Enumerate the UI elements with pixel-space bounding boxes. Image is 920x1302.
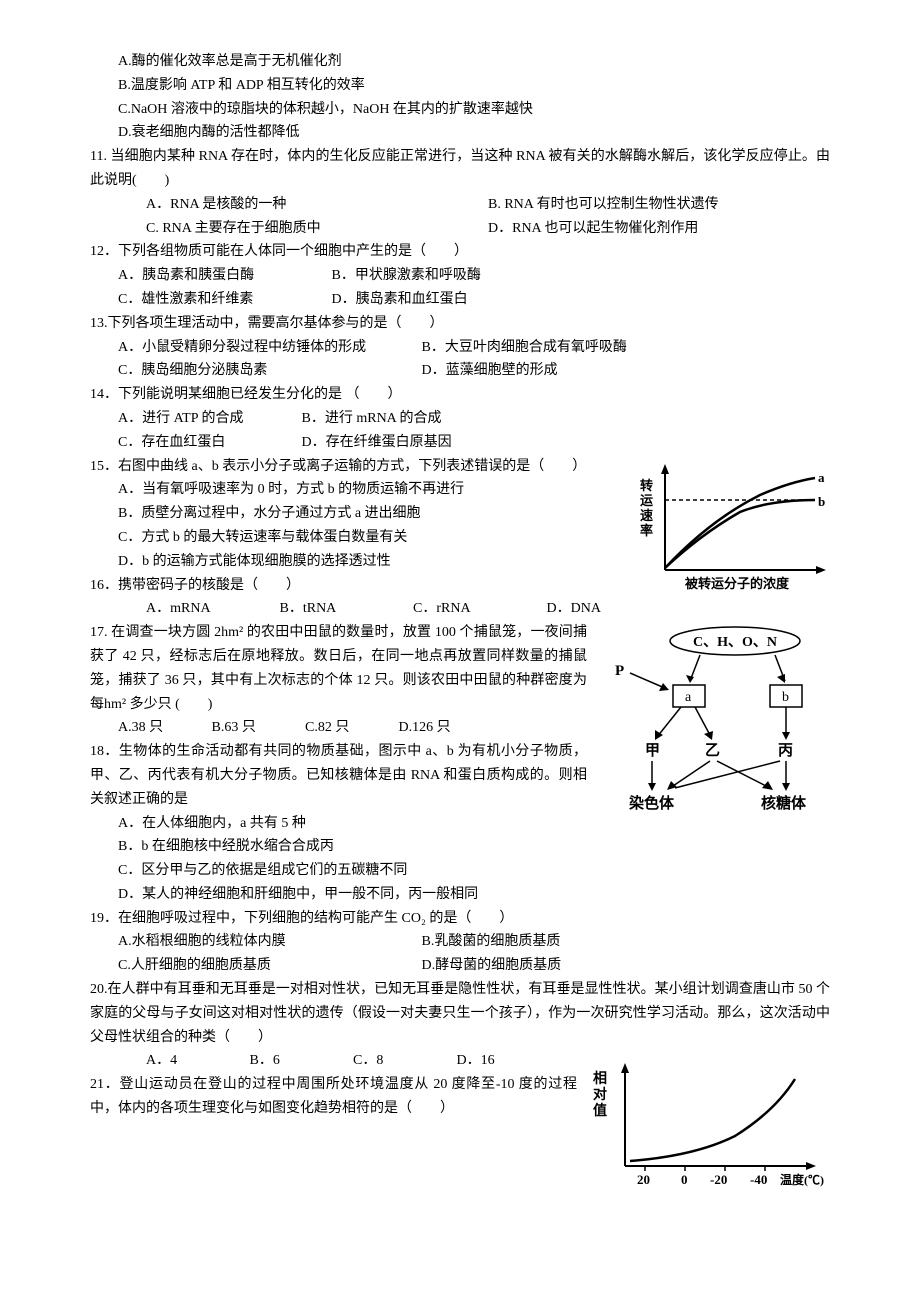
jia-label: 甲 [645,742,660,759]
q11-optA: A．RNA 是核酸的一种 [90,193,488,217]
q12-text: 12．下列各组物质可能在人体同一个细胞中产生的是（ ） [90,240,830,264]
q13-optD: D．蓝藻细胞壁的形成 [422,363,558,378]
q13-optB: B．大豆叶肉细胞合成有氧呼吸酶 [422,340,627,355]
q10-optD: D.衰老细胞内酶的活性都降低 [90,121,830,145]
q11-optB: B. RNA 有时也可以控制生物性状遗传 [488,193,830,217]
bing-label: 丙 [778,742,793,759]
q18-optB: B．b 在细胞核中经脱水缩合合成丙 [90,835,830,859]
xtick-n40: -40 [750,1172,767,1187]
q10-optB: B.温度影响 ATP 和 ADP 相互转化的效率 [90,74,830,98]
q19-optB: B.乳酸菌的细胞质基质 [422,934,561,949]
q18-optD: D．某人的神经细胞和肝细胞中，甲一般不同，丙一般相同 [90,883,830,907]
ylabel-21-2: 对 [593,1086,607,1103]
q16-optC: C．rRNA [413,597,543,621]
q19-optC: C.人肝细胞的细胞质基质 [118,954,418,978]
curve-b-label: b [818,494,825,509]
q17-optB: B.63 只 [212,716,302,740]
q13-text: 13.下列各项生理活动中，需要高尔基体参与的是（ ） [90,312,830,336]
q21-chart: 相 对 值 20 0 -20 -40 温度(℃) [585,1061,830,1191]
hetangti-label: 核糖体 [761,794,807,812]
curve-a-label: a [818,470,825,485]
ylabel-1: 转 [640,478,653,493]
q11-text: 11. 当细胞内某种 RNA 存在时，体内的生化反应能正常进行，当这种 RNA … [90,145,830,193]
q19-optD: D.酵母菌的细胞质基质 [422,958,562,973]
ylabel-3: 速 [640,508,653,523]
q14-optC: C．存在血红蛋白 [118,431,298,455]
q14-optA: A．进行 ATP 的合成 [118,407,298,431]
ylabel-21-3: 值 [593,1102,607,1119]
xtick-n20: -20 [710,1172,727,1187]
q11-optC: C. RNA 主要存在于细胞质中 [90,217,488,241]
q13-optC: C．胰岛细胞分泌胰岛素 [118,359,418,383]
q14-optD: D．存在纤维蛋白原基因 [302,435,452,450]
q20-optC: C．8 [353,1049,453,1073]
q15-chart: a b 转 运 速 率 被转运分子的浓度 [630,460,830,595]
q12-optA: A．胰岛素和胰蛋白酶 [118,264,328,288]
q10-optA: A.酶的催化效率总是高于无机催化剂 [90,50,830,74]
q11-optD: D．RNA 也可以起生物催化剂作用 [488,217,830,241]
q20-optD: D．16 [457,1053,495,1068]
q20-optB: B．6 [250,1049,350,1073]
q13-optA: A．小鼠受精卵分裂过程中纺锤体的形成 [118,336,418,360]
q17-optC: C.82 只 [305,716,395,740]
q16-optB: B．tRNA [280,597,410,621]
b-label: b [782,690,789,705]
a-label: a [685,690,692,705]
q19-optA: A.水稻根细胞的线粒体内膜 [118,930,418,954]
top-box-label: C、H、O、N [693,635,777,650]
q17-optA: A.38 只 [118,716,208,740]
q20-text: 20.在人群中有耳垂和无耳垂是一对相对性状，已知无耳垂是隐性性状，有耳垂是显性性… [90,978,830,1049]
q18-diagram: C、H、O、N P a b 甲 乙 丙 [595,623,830,823]
yi-label: 乙 [705,743,720,759]
q12-optC: C．雄性激素和纤维素 [118,288,328,312]
q19-text: 19．在细胞呼吸过程中，下列细胞的结构可能产生 CO₂ 的是（ ） [90,907,830,931]
q16-optD: D．DNA [547,601,601,616]
ylabel-2: 运 [640,493,653,508]
q10-optC: C.NaOH 溶液中的琼脂块的体积越小，NaOH 在其内的扩散速率越快 [90,98,830,122]
ylabel-4: 率 [640,523,653,538]
q18-optC: C．区分甲与乙的依据是组成它们的五碳糖不同 [90,859,830,883]
q12-optB: B．甲状腺激素和呼吸酶 [332,268,481,283]
xtick-0: 0 [681,1172,688,1187]
q14-optB: B．进行 mRNA 的合成 [302,411,442,426]
xlabel: 被转运分子的浓度 [684,576,790,591]
P-label: P [615,663,624,679]
q12-optD: D．胰岛素和血红蛋白 [332,292,468,307]
q20-optA: A．4 [146,1049,246,1073]
q14-text: 14．下列能说明某细胞已经发生分化的是 （ ） [90,383,830,407]
xlabel-21: 温度(℃) [780,1172,824,1187]
ylabel-21-1: 相 [593,1070,607,1087]
xtick-20: 20 [637,1172,650,1187]
q16-optA: A．mRNA [146,597,276,621]
ranseti-label: 染色体 [628,794,675,812]
q17-optD: D.126 只 [399,720,451,735]
